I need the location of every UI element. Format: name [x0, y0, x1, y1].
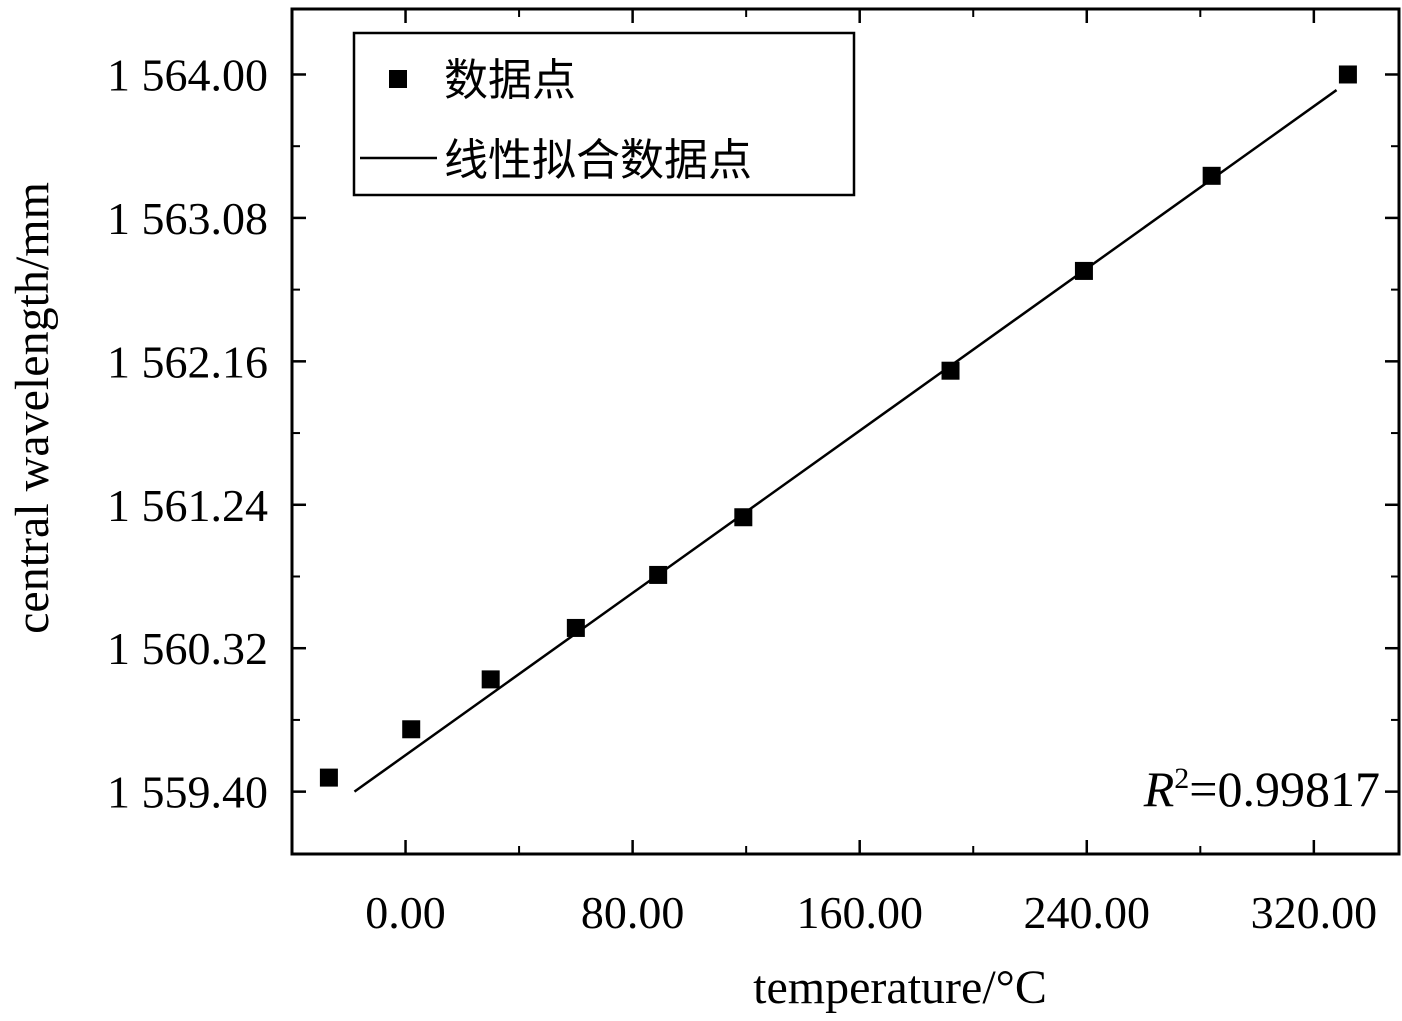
y-axis-title: central wavelength/mm — [6, 182, 59, 634]
y-tick-label: 1 559.40 — [107, 767, 268, 818]
data-point — [649, 565, 668, 584]
data-point — [319, 768, 338, 787]
data-point — [481, 670, 500, 689]
r-squared-annotation: R2=0.99817 — [1143, 761, 1380, 817]
y-axis-ticks: 1 559.40 1 560.32 1 561.24 1 562.16 1 563.08… — [107, 49, 1399, 818]
legend-label-linear-fit: 线性拟合数据点 — [444, 135, 752, 186]
x-axis-ticks: 0.00 80.00 160.00 240.00 320.00 — [291, 9, 1378, 938]
x-tick-label: 80.00 — [581, 887, 685, 938]
data-point — [734, 508, 753, 527]
legend: 数据点 线性拟合数据点 — [352, 31, 856, 197]
data-point — [941, 361, 960, 380]
fit-line-layer — [353, 89, 1338, 793]
y-tick-label: 1 564.00 — [107, 49, 268, 100]
y-tick-label: 1 562.16 — [107, 336, 268, 387]
legend-marker-square — [389, 70, 407, 88]
x-tick-label: 0.00 — [365, 887, 446, 938]
legend-box — [352, 31, 856, 197]
legend-label-data-points: 数据点 — [444, 55, 576, 106]
data-point — [1202, 166, 1221, 185]
plot-frame — [290, 7, 1401, 856]
data-point — [402, 720, 421, 739]
data-point — [566, 618, 585, 637]
fit-line — [353, 89, 1338, 793]
y-tick-label: 1 563.08 — [107, 193, 268, 244]
y-tick-label: 1 560.32 — [107, 623, 268, 674]
y-tick-label: 1 561.24 — [107, 480, 268, 531]
x-axis-title: temperature/°C — [753, 961, 1047, 1014]
data-point — [1074, 261, 1093, 280]
x-tick-label: 320.00 — [1251, 887, 1378, 938]
x-tick-label: 240.00 — [1024, 887, 1151, 938]
data-points-layer — [319, 65, 1357, 787]
data-point — [1338, 65, 1357, 84]
x-tick-label: 160.00 — [796, 887, 923, 938]
